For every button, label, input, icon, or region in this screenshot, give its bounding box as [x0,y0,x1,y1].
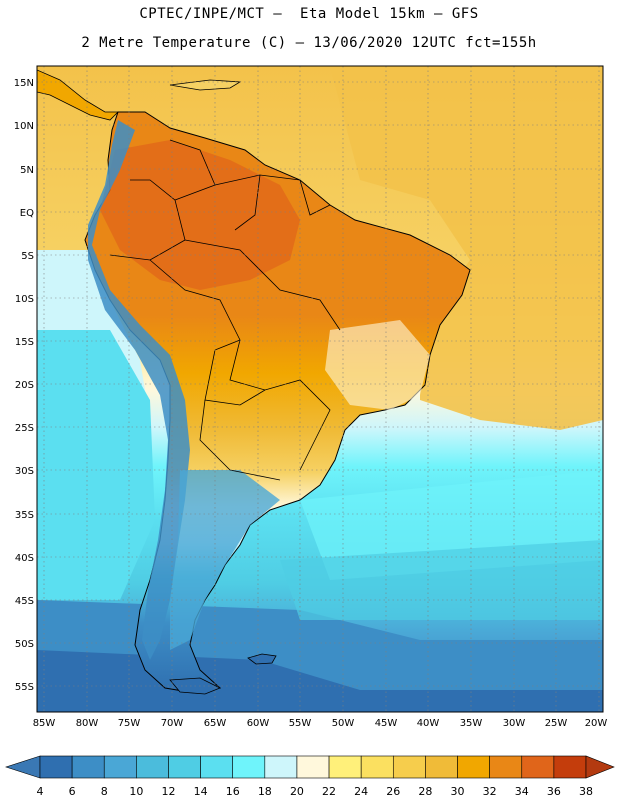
colorbar-label: 4 [37,785,44,798]
latitude-labels: 15N 10N 5N EQ 5S 10S 15S 20S 25S 30S 35S… [14,78,34,693]
lat-label: EQ [20,208,34,219]
lat-label: 30S [15,466,34,477]
lon-label: 20W [585,718,608,729]
colorbar-label: 24 [354,785,368,798]
colorbar-box [136,755,169,779]
colorbar-box [39,755,73,779]
colorbar-box [521,755,555,779]
map-subtitle: 2 Metre Temperature (C) – 13/06/2020 12U… [81,35,537,51]
colorbar-label: 30 [451,785,465,798]
lat-label: 50S [15,639,34,650]
colorbar-label: 32 [483,785,497,798]
colorbar-label: 26 [386,785,400,798]
lat-label: 15S [15,337,34,348]
country-borders [109,139,341,481]
colorbar-label: 20 [290,785,304,798]
lat-label: 35S [15,510,34,521]
falkland-islands [247,653,277,665]
colorbar-box [168,755,201,779]
map-frame [36,65,604,713]
lon-label: 75W [118,718,141,729]
longitude-labels: 85W 80W 75W 70W 65W 60W 55W 50W 45W 40W … [33,718,608,729]
lat-label: 5N [20,165,34,176]
lon-label: 65W [204,718,227,729]
colorbar-label: 38 [579,785,593,798]
lat-label: 15N [14,78,34,89]
colorbar-box [392,755,426,779]
colorbar-label: 16 [226,785,240,798]
colorbar-arrow-low [5,755,41,779]
colorbar-box [296,755,330,779]
colorbar-label: 10 [129,785,143,798]
colorbar-arrow-high [585,755,615,779]
lat-label: 5S [21,251,34,262]
southeast-brazil-mild [325,320,430,410]
colorbar-label: 28 [418,785,432,798]
lat-label: 40S [15,553,34,564]
colorbar-box [200,755,234,779]
lon-label: 70W [161,718,184,729]
tropical-ocean-band [330,66,603,430]
lat-label: 10S [15,294,34,305]
colorbar-box [71,755,105,779]
lon-label: 40W [417,718,440,729]
colorbar-label: 14 [194,785,208,798]
pacific-cold-water [37,330,155,600]
lon-label: 55W [289,718,312,729]
lon-label: 80W [76,718,99,729]
central-america-land [37,69,119,121]
colorbar: 4 6 8 10 12 14 16 18 20 22 24 26 28 30 32 34 36 38 [5,755,615,798]
lon-label: 30W [503,718,526,729]
lon-label: 25W [545,718,568,729]
patagonia-cool [170,470,280,650]
colorbar-label: 22 [322,785,336,798]
colorbar-box [360,755,394,779]
colorbar-box [103,755,137,779]
colorbar-label: 8 [101,785,108,798]
lon-label: 45W [375,718,398,729]
colorbar-box [264,755,298,779]
colorbar-label: 18 [258,785,272,798]
lat-label: 20S [15,380,34,391]
colorbar-label: 34 [515,785,529,798]
lat-label: 45S [15,596,34,607]
colorbar-label: 6 [69,785,76,798]
colorbar-label: 12 [161,785,175,798]
colorbar-box [553,755,587,779]
lat-label: 10N [14,121,34,132]
lat-label: 25S [15,423,34,434]
colorbar-box [232,755,266,779]
lon-label: 50W [332,718,355,729]
atlantic-cool-band [280,540,603,620]
lat-label: 55S [15,682,34,693]
colorbar-box [425,755,458,779]
lon-label: 60W [247,718,270,729]
colorbar-box [489,755,523,779]
lon-label: 35W [460,718,483,729]
andes-cold-strip [88,120,190,660]
lon-label: 85W [33,718,56,729]
colorbar-box [457,755,490,779]
colorbar-box [328,755,362,779]
caribbean-islands [169,79,242,91]
colorbar-label: 36 [547,785,561,798]
map-title: CPTEC/INPE/MCT – Eta Model 15km – GFS [139,6,479,22]
